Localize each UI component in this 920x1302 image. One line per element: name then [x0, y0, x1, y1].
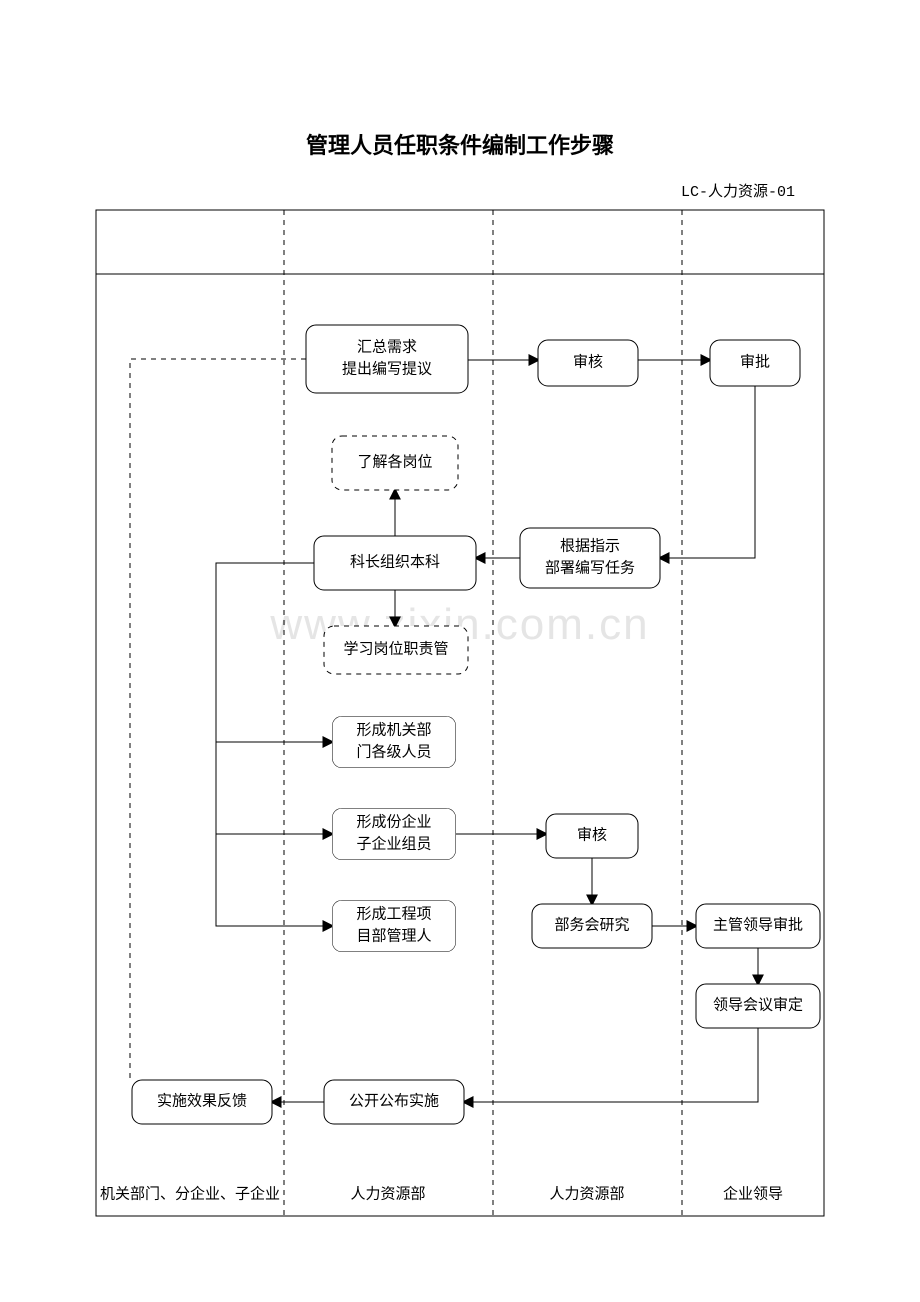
- flow-node-label: 形成机关部: [356, 721, 431, 738]
- flow-node-label: 目部管理人: [356, 927, 431, 944]
- flow-edge: [216, 742, 332, 834]
- flow-node: 主管领导审批: [696, 904, 820, 948]
- swimlane-label: 人力资源部: [549, 1185, 624, 1202]
- flow-node: 形成机关部门各级人员: [332, 716, 456, 768]
- flow-node-label: 科长组织本科: [350, 553, 440, 570]
- flow-node-label: 审核: [577, 826, 607, 843]
- flow-node-label: 学习岗位职责管: [343, 640, 448, 657]
- flow-node: 审批: [710, 340, 800, 386]
- flow-node-label: 了解各岗位: [357, 453, 432, 470]
- page: 管理人员任职条件编制工作步骤 LC-人力资源-01 www.zixin.com.…: [0, 0, 920, 1302]
- flow-node: 汇总需求提出编写提议: [306, 325, 468, 393]
- flow-node-label: 门各级人员: [356, 743, 431, 760]
- flow-node: 公开公布实施: [324, 1080, 464, 1124]
- swimlane-label: 机关部门、分企业、子企业: [100, 1184, 280, 1202]
- flow-node: 科长组织本科: [314, 536, 476, 590]
- flow-node: 形成份企业子企业组员: [332, 808, 456, 860]
- flow-node: 审核: [538, 340, 638, 386]
- flow-node: 根据指示部署编写任务: [520, 528, 660, 588]
- flow-node-label: 根据指示: [560, 537, 620, 554]
- flow-edge: [130, 359, 306, 1080]
- flow-node-label: 审核: [573, 353, 603, 370]
- flow-edge: [216, 563, 332, 742]
- flow-edge: [216, 834, 332, 926]
- flow-node: 审核: [546, 814, 638, 858]
- swimlane-label: 企业领导: [723, 1184, 783, 1202]
- flow-node-label: 汇总需求: [357, 338, 417, 355]
- flow-node-label: 部署编写任务: [545, 559, 635, 576]
- flow-node-label: 公开公布实施: [349, 1092, 439, 1109]
- flow-node-label: 提出编写提议: [342, 360, 432, 377]
- flow-node: 部务会研究: [532, 904, 652, 948]
- flow-edge: [660, 386, 755, 558]
- flowchart-diagram: 机关部门、分企业、子企业人力资源部人力资源部企业领导汇总需求提出编写提议审核审批…: [0, 0, 920, 1302]
- flow-node-label: 审批: [740, 353, 770, 370]
- flow-node: 实施效果反馈: [132, 1080, 272, 1124]
- flow-node: 学习岗位职责管: [324, 626, 468, 674]
- flow-node-label: 部务会研究: [554, 916, 629, 933]
- flow-node-label: 领导会议审定: [713, 996, 803, 1013]
- flow-node-label: 主管领导审批: [713, 916, 803, 933]
- flow-node: 领导会议审定: [696, 984, 820, 1028]
- flow-node-label: 子企业组员: [356, 834, 431, 852]
- flow-node-label: 形成工程项: [356, 905, 431, 922]
- flow-node-label: 形成份企业: [356, 812, 431, 830]
- flow-node: 形成工程项目部管理人: [332, 900, 456, 952]
- swimlane-label: 人力资源部: [350, 1185, 425, 1202]
- flow-edge: [464, 1028, 758, 1102]
- flow-node: 了解各岗位: [332, 436, 458, 490]
- flow-node-label: 实施效果反馈: [157, 1092, 247, 1109]
